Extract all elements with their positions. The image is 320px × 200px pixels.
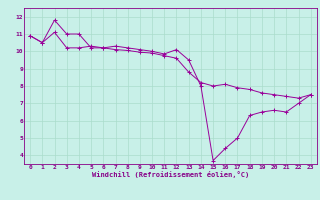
X-axis label: Windchill (Refroidissement éolien,°C): Windchill (Refroidissement éolien,°C)	[92, 171, 249, 178]
